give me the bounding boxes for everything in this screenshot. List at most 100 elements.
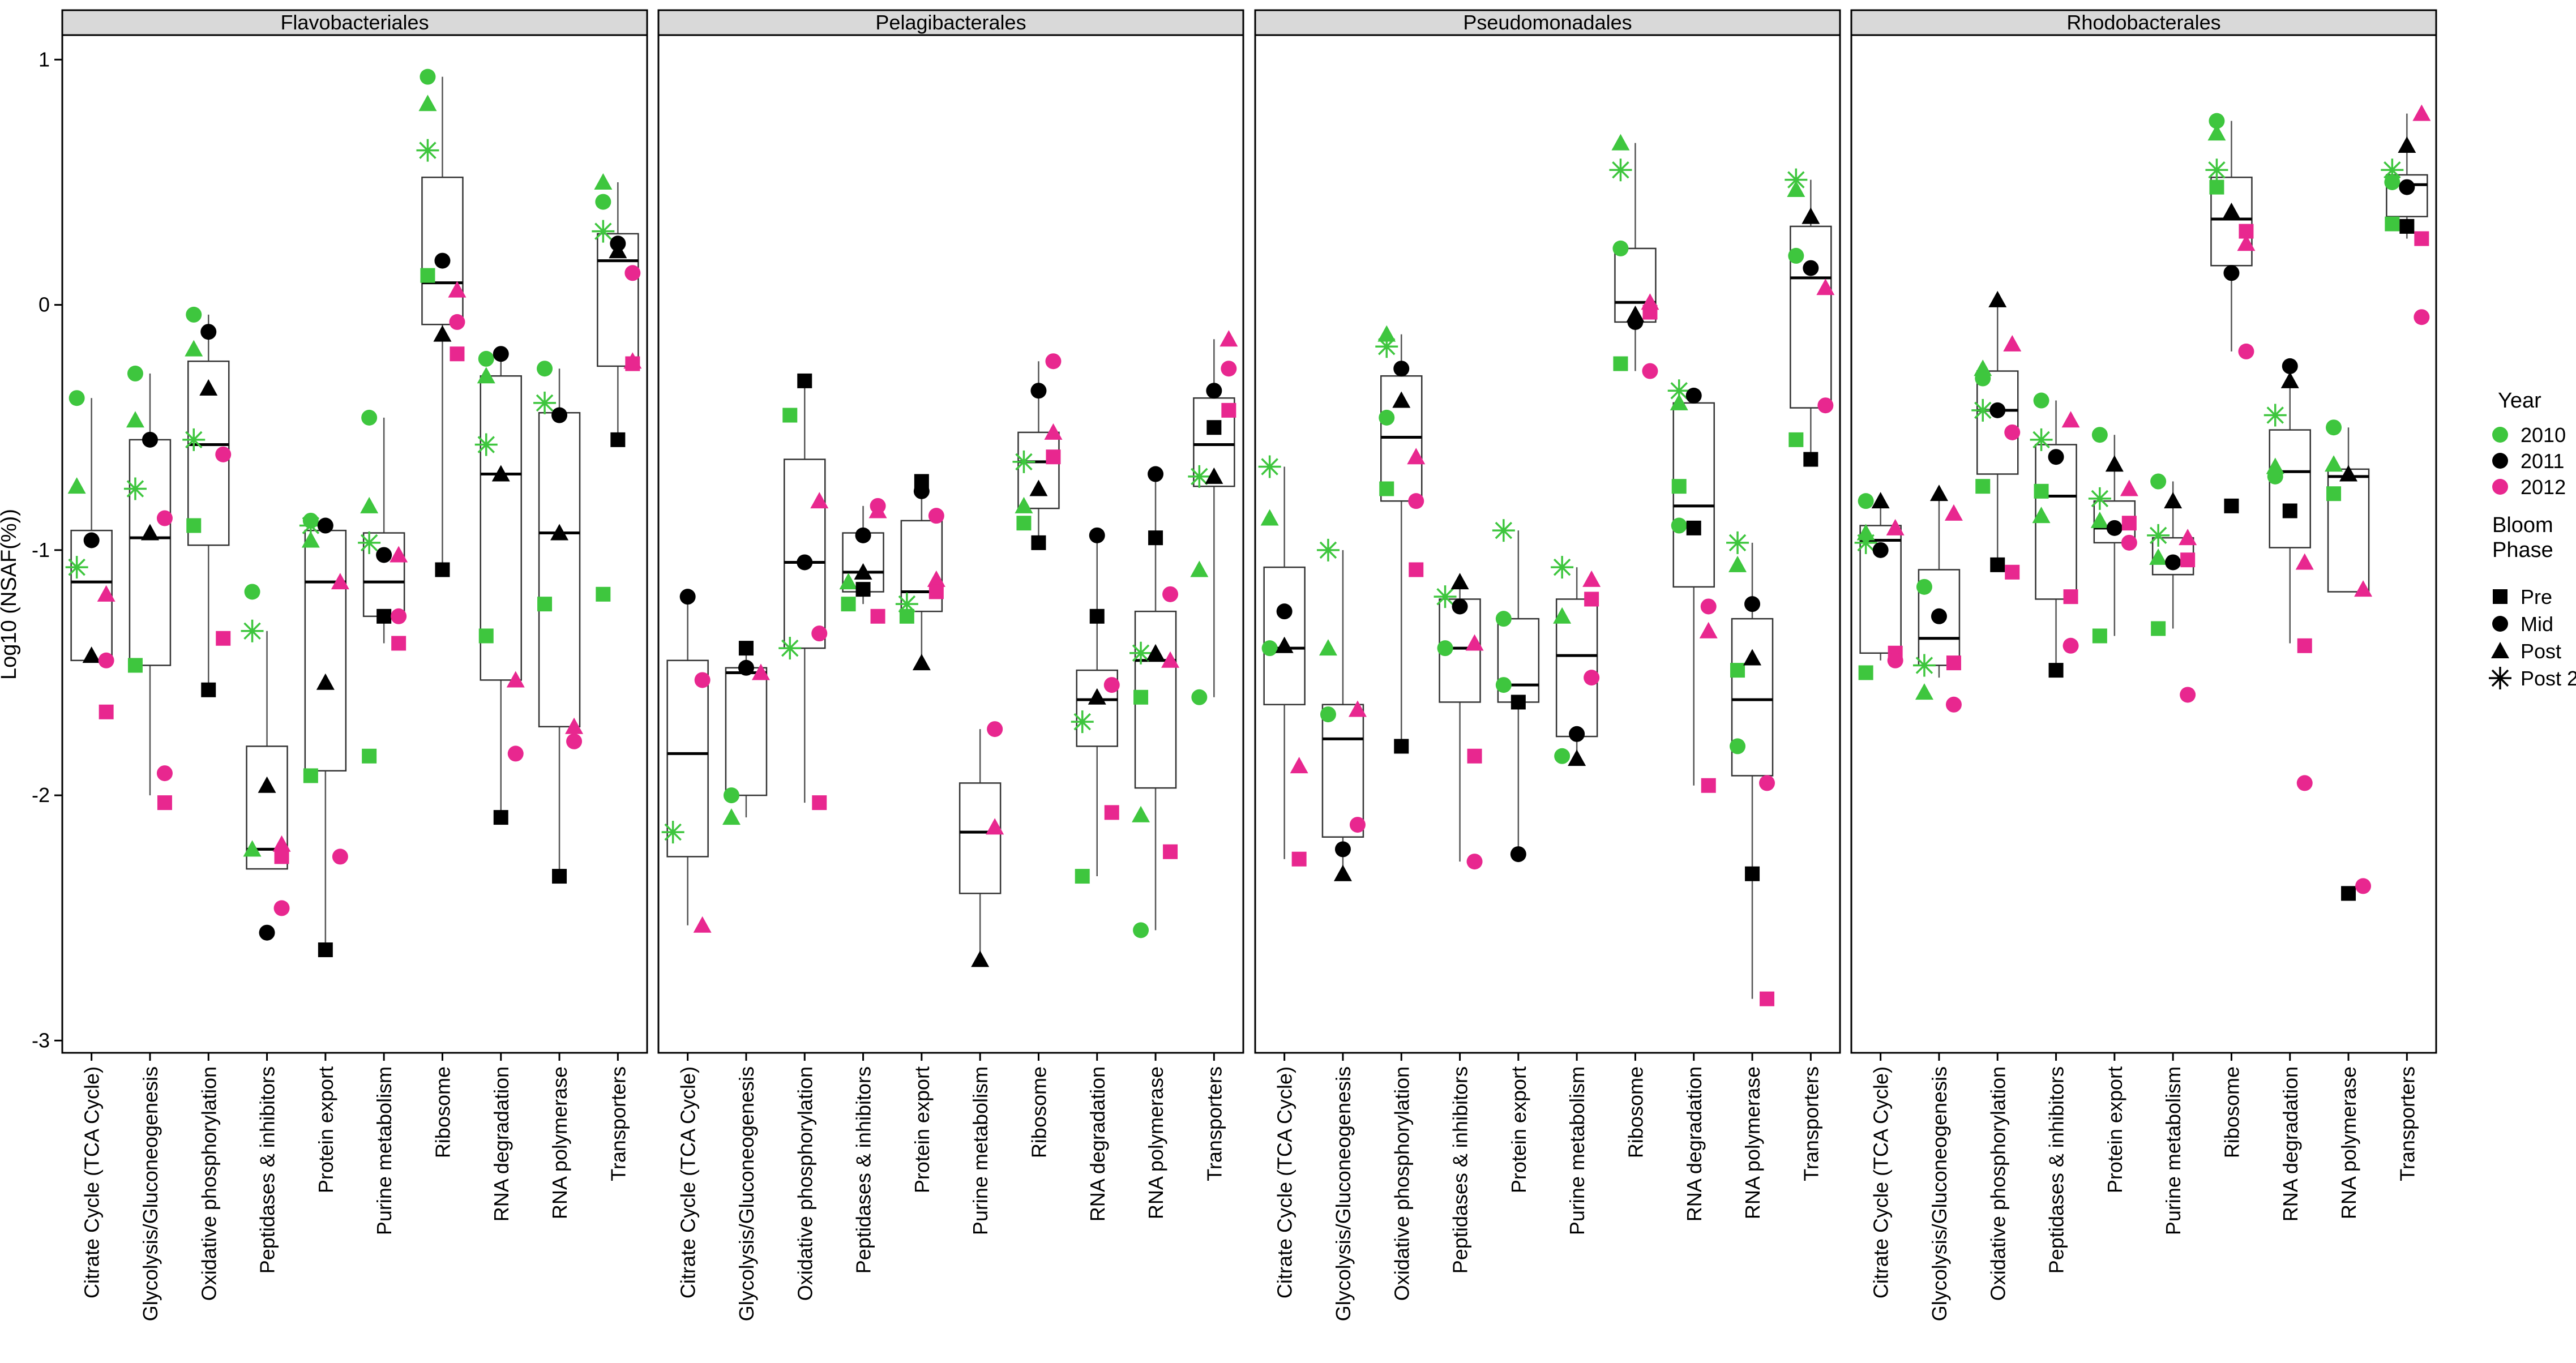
point-4 — [1858, 665, 1873, 680]
x-tick-label: Glycolysis/Gluconeogenesis — [139, 1066, 162, 1321]
x-tick-label: Transporters — [1203, 1066, 1226, 1181]
point-10 — [450, 346, 465, 362]
legend-year-label: 2011 — [2521, 449, 2564, 473]
point-1 — [2209, 113, 2225, 129]
point-1 — [2091, 427, 2108, 443]
point-6 — [1205, 467, 1223, 484]
point-1 — [1188, 465, 1211, 488]
point-2 — [2147, 524, 2170, 547]
point-8 — [2180, 552, 2196, 568]
point-6 — [1803, 260, 1819, 276]
point-6 — [811, 625, 828, 642]
x-tick-label: Ribosome — [1027, 1066, 1050, 1158]
point-7 — [1803, 452, 1818, 467]
box-5 — [2088, 427, 2138, 644]
point-6 — [491, 465, 510, 482]
box-body — [784, 458, 826, 649]
box-5 — [1492, 519, 1540, 863]
point-5 — [1206, 420, 1222, 435]
point-6 — [97, 585, 115, 602]
panel-frame — [1850, 34, 2437, 1054]
point-1 — [1316, 538, 1340, 562]
panel-title: Rhodobacterales — [2066, 11, 2220, 34]
point-2 — [1495, 611, 1512, 627]
point-7 — [1349, 817, 1366, 833]
x-tick-label: Citrate Cycle (TCA Cycle) — [1869, 1066, 1893, 1298]
point-5 — [1685, 387, 1702, 404]
point-9 — [2296, 775, 2313, 791]
panel-3: Pseudomonadales Citrate Cycle (TCA Cycle)… — [1254, 9, 1841, 1321]
point-8 — [624, 265, 641, 281]
point-8 — [870, 608, 885, 624]
point-2 — [595, 194, 611, 210]
box-1 — [1854, 492, 1905, 680]
box-1 — [1258, 455, 1308, 867]
x-tick-label: Citrate Cycle (TCA Cycle) — [677, 1066, 700, 1298]
point-9 — [1408, 493, 1424, 509]
point-7 — [1219, 330, 1238, 347]
point-9 — [332, 848, 348, 865]
point-10 — [1409, 562, 1424, 577]
point-3 — [243, 840, 262, 857]
y-tick-label-2: -1 — [32, 538, 50, 562]
point-7 — [565, 717, 584, 734]
point-3 — [592, 220, 615, 243]
box-10 — [1188, 330, 1238, 705]
x-tick-label: RNA degradation — [1683, 1066, 1706, 1221]
point-7 — [435, 562, 450, 577]
point-6 — [2165, 554, 2181, 571]
x-tick-label: RNA polymerase — [1144, 1066, 1167, 1219]
x-tick-label: RNA polymerase — [2337, 1066, 2360, 1219]
point-4 — [596, 586, 611, 602]
box-body — [421, 177, 464, 325]
point-5 — [200, 324, 217, 340]
point-3 — [2326, 486, 2342, 502]
x-tick-label: Protein export — [2103, 1066, 2126, 1193]
x-tick-label: Oxidative phosphorylation — [793, 1066, 816, 1301]
box-10 — [592, 173, 642, 602]
point-7 — [2224, 498, 2239, 513]
point-7 — [2355, 878, 2372, 894]
box-body — [1918, 569, 1961, 666]
box-2 — [123, 365, 173, 811]
point-8 — [1221, 361, 1237, 377]
point-8 — [1044, 423, 1063, 440]
point-9 — [391, 636, 406, 651]
point-1 — [361, 409, 378, 426]
point-4 — [797, 554, 813, 571]
point-5 — [2105, 455, 2124, 472]
point-4 — [1030, 383, 1047, 399]
point-1 — [244, 584, 260, 600]
point-6 — [1290, 757, 1308, 774]
point-5 — [2280, 371, 2299, 388]
point-6 — [272, 835, 291, 852]
point-3 — [1612, 240, 1629, 256]
point-3 — [2385, 216, 2400, 232]
point-5 — [317, 517, 333, 534]
x-tick-label: Protein export — [1507, 1066, 1530, 1193]
box-7 — [416, 68, 467, 577]
y-axis: 1 0 -1 -2 -3 — [32, 48, 62, 1052]
point-9 — [2004, 424, 2021, 440]
point-5 — [1871, 492, 1890, 509]
x-tick-label: Purine metabolism — [2162, 1066, 2185, 1235]
point-2 — [2030, 428, 2053, 451]
point-4 — [913, 483, 930, 499]
x-tick-label: Peptidases & inhibitors — [256, 1066, 279, 1274]
point-8 — [2414, 231, 2429, 246]
point-2 — [841, 597, 856, 612]
point-6 — [2048, 663, 2064, 678]
point-10 — [2005, 564, 2020, 580]
point-6 — [1467, 748, 1482, 764]
point-1 — [1492, 519, 1515, 542]
point-2 — [126, 411, 144, 428]
point-5 — [1393, 361, 1410, 377]
box-body — [1017, 431, 1060, 509]
panel-title: Pseudomonadales — [1463, 11, 1632, 34]
box-body — [1263, 566, 1306, 706]
point-1 — [723, 787, 739, 804]
box-body — [958, 782, 1002, 894]
box-body — [725, 667, 768, 796]
box-body — [1321, 704, 1364, 838]
